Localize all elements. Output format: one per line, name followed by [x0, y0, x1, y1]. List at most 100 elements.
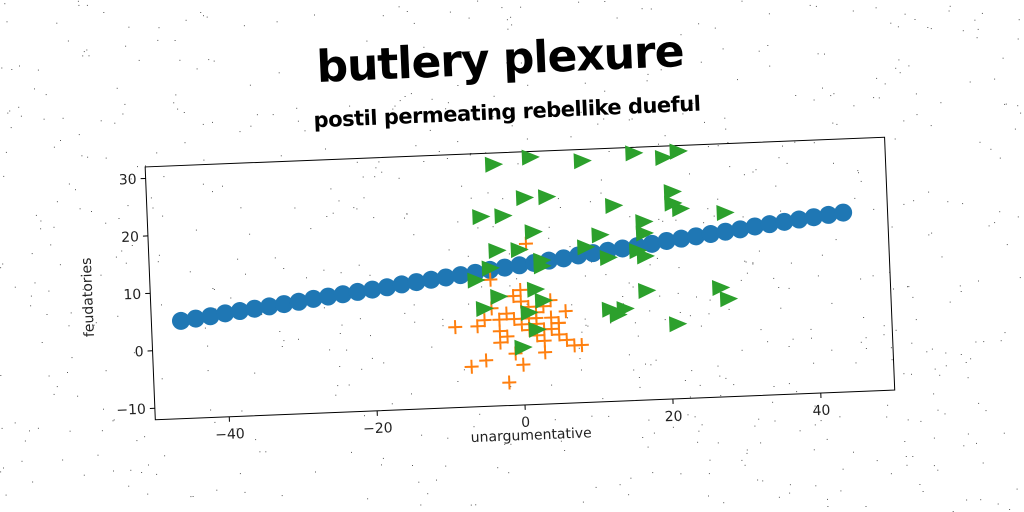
triangle-point — [515, 190, 535, 207]
noise-speck — [189, 271, 191, 273]
noise-speck — [196, 68, 198, 70]
plot-group: −40 −20 0 20 40 −10 0 10 20 30 unargumentative f… — [79, 136, 896, 446]
noise-speck — [578, 1, 580, 3]
noise-speck — [100, 120, 102, 122]
noise-speck — [860, 278, 862, 280]
noise-speck — [778, 287, 780, 288]
noise-speck — [1018, 19, 1020, 21]
noise-speck — [83, 51, 85, 53]
noise-speck — [746, 449, 748, 451]
noise-speck — [899, 72, 901, 74]
noise-speck — [195, 229, 197, 231]
noise-speck — [940, 102, 942, 104]
noise-speck — [133, 352, 135, 354]
noise-speck — [554, 419, 556, 421]
noise-speck — [56, 22, 58, 24]
noise-speck — [559, 207, 561, 208]
noise-speck — [261, 314, 263, 316]
noise-speck — [914, 19, 916, 20]
noise-speck — [46, 314, 48, 315]
noise-speck — [814, 405, 816, 407]
noise-speck — [274, 257, 276, 259]
noise-speck — [999, 157, 1001, 159]
noise-speck — [704, 121, 705, 123]
noise-speck — [382, 457, 384, 459]
noise-speck — [448, 249, 450, 251]
noise-speck — [676, 52, 678, 54]
noise-speck — [418, 481, 420, 483]
noise-speck — [664, 135, 666, 137]
noise-speck — [769, 65, 771, 67]
noise-speck — [62, 459, 64, 461]
noise-speck — [696, 296, 697, 298]
noise-speck — [658, 143, 659, 145]
noise-speck — [340, 272, 342, 274]
noise-speck — [382, 15, 384, 17]
x-ticks: −40 −20 0 20 40 — [215, 393, 831, 443]
noise-speck — [371, 357, 373, 359]
noise-speck — [48, 375, 50, 377]
noise-speck — [587, 325, 589, 327]
noise-speck — [250, 125, 252, 127]
noise-speck — [81, 155, 83, 157]
noise-speck — [278, 72, 280, 74]
line-point — [510, 256, 529, 275]
noise-speck — [18, 106, 20, 108]
noise-speck — [678, 267, 680, 269]
y-tick-label: 30 — [119, 172, 137, 189]
noise-speck — [114, 122, 116, 124]
noise-speck — [722, 48, 724, 50]
noise-speck — [157, 261, 159, 263]
noise-speck — [330, 188, 332, 190]
noise-speck — [30, 295, 32, 297]
noise-speck — [32, 481, 34, 483]
noise-speck — [497, 467, 499, 469]
line-point — [760, 215, 779, 234]
noise-speck — [997, 503, 999, 505]
noise-speck — [727, 142, 729, 144]
noise-speck — [447, 437, 449, 439]
noise-speck — [672, 426, 674, 428]
triangle-point — [638, 283, 657, 300]
noise-speck — [831, 302, 833, 304]
noise-speck — [717, 365, 719, 367]
noise-speck — [813, 142, 815, 144]
noise-speck — [966, 499, 968, 501]
noise-speck — [655, 359, 657, 361]
y-tick-label: 20 — [121, 229, 139, 246]
noise-speck — [708, 495, 709, 497]
noise-speck — [353, 207, 355, 209]
noise-speck — [585, 324, 587, 326]
noise-speck — [628, 119, 630, 121]
noise-speck — [931, 232, 933, 234]
noise-speck — [564, 450, 566, 451]
noise-speck — [1017, 216, 1019, 218]
noise-speck — [758, 250, 760, 252]
noise-speck — [213, 60, 215, 62]
noise-speck — [631, 118, 633, 120]
noise-speck — [906, 464, 908, 466]
plus-point — [479, 353, 494, 368]
line-point — [171, 311, 190, 330]
noise-speck — [581, 369, 582, 371]
noise-speck — [296, 107, 298, 109]
noise-speck — [202, 123, 204, 125]
noise-speck — [740, 279, 742, 281]
noise-speck — [700, 61, 702, 63]
noise-speck — [281, 346, 283, 347]
noise-speck — [792, 338, 794, 340]
noise-speck — [420, 504, 422, 506]
noise-speck — [628, 494, 630, 496]
line-point — [304, 289, 323, 308]
noise-speck — [647, 446, 649, 448]
triangle-point — [591, 227, 610, 244]
noise-speck — [272, 114, 274, 116]
noise-speck — [653, 46, 654, 48]
line-point — [319, 287, 338, 306]
line-point — [686, 227, 705, 246]
triangle-point — [510, 242, 529, 259]
noise-speck — [105, 370, 107, 372]
noise-speck — [45, 94, 47, 96]
noise-speck — [933, 393, 935, 395]
noise-speck — [890, 22, 892, 24]
